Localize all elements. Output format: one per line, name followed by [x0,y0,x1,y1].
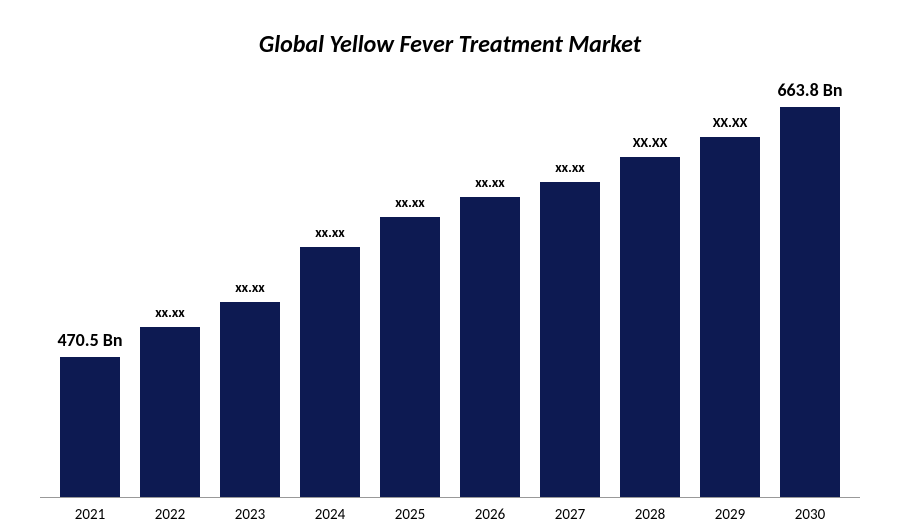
bar-label: xx.xx [475,174,504,191]
bar-label: XX.XX [713,114,748,131]
x-axis: 2021 2022 2023 2024 2025 2026 2027 2028 … [40,498,860,524]
x-label: 2025 [375,506,445,524]
chart-container: Global Yellow Fever Treatment Market 470… [0,0,900,525]
bar [700,137,760,497]
x-label: 2026 [455,506,525,524]
x-label: 2030 [775,506,845,524]
bar-group: 663.8 Bn [775,79,845,497]
bar-group: XX.XX [695,114,765,497]
bar-label: 663.8 Bn [777,79,842,101]
bar-label: xx.xx [235,279,264,296]
bar-group: xx.xx [135,304,205,497]
bar [300,247,360,497]
x-label: 2022 [135,506,205,524]
x-label: 2027 [535,506,605,524]
x-label: 2029 [695,506,765,524]
x-label: 2023 [215,506,285,524]
bar-label: xx.xx [155,304,184,321]
x-label: 2024 [295,506,365,524]
bar [620,157,680,497]
bar-group: 470.5 Bn [55,329,125,497]
bar-group: xx.xx [535,159,605,497]
bar-group: xx.xx [375,194,445,497]
bar [380,217,440,497]
bar-label: xx.xx [555,159,584,176]
x-label: 2021 [55,506,125,524]
chart-title: Global Yellow Fever Treatment Market [40,30,860,59]
bar-group: XX.XX [615,134,685,497]
bar-label: xx.xx [315,224,344,241]
bar [60,357,120,497]
x-label: 2028 [615,506,685,524]
bar-label: XX.XX [633,134,668,151]
bar [460,197,520,497]
bar-group: xx.xx [295,224,365,497]
bar [220,302,280,497]
bar-group: xx.xx [215,279,285,497]
bar-group: xx.xx [455,174,525,497]
bar-label: 470.5 Bn [57,329,122,351]
plot-area: 470.5 Bn xx.xx xx.xx xx.xx xx.xx xx.xx x… [40,79,860,498]
bar [540,182,600,497]
bar [140,327,200,497]
bar-label: xx.xx [395,194,424,211]
bar [780,107,840,497]
